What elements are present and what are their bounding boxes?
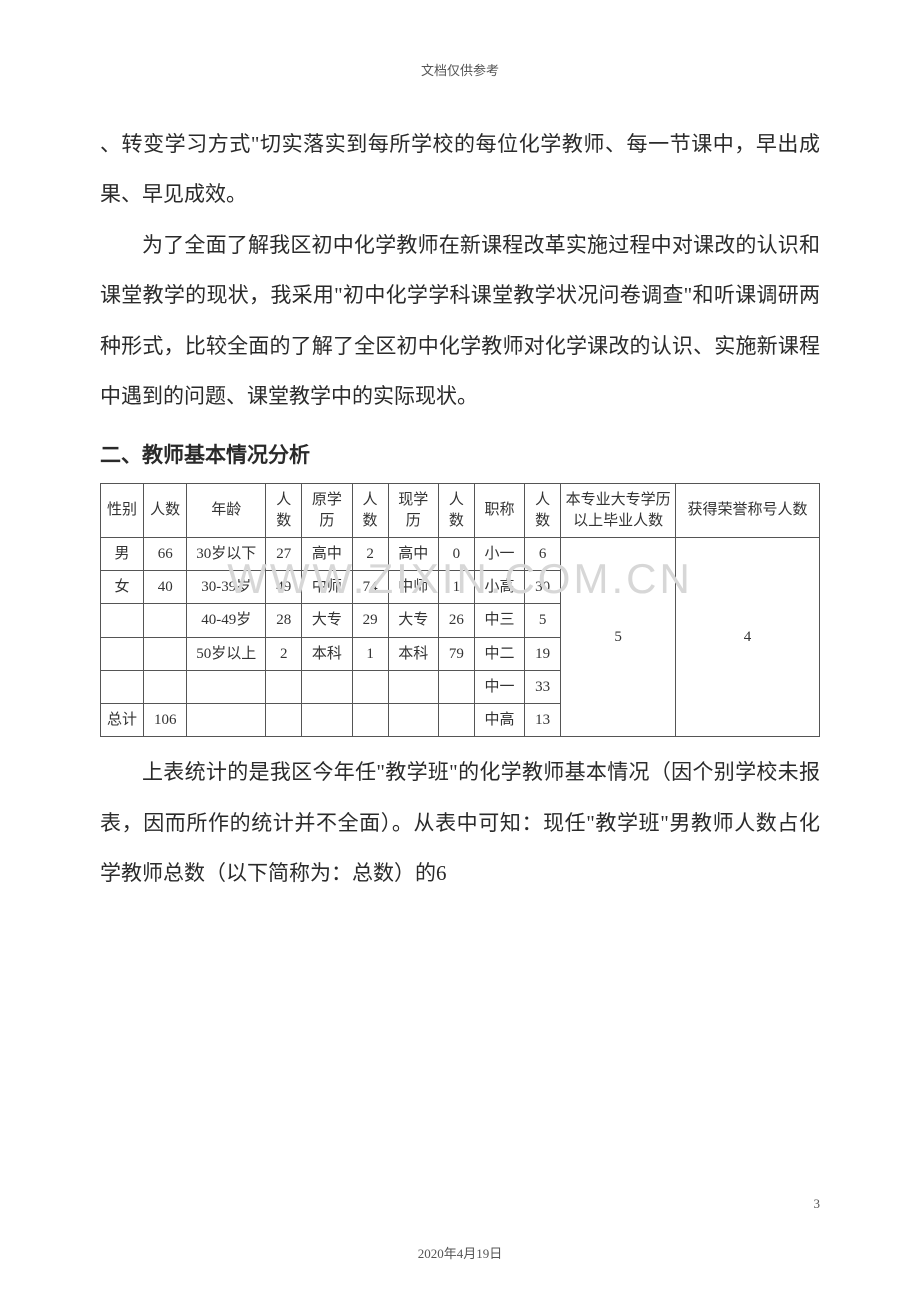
cell: 中师 [388,571,438,604]
cell [144,637,187,670]
cell [302,670,352,703]
cell [438,704,474,737]
cell [144,670,187,703]
cell [352,704,388,737]
cell [266,704,302,737]
cell [388,704,438,737]
cell: 中三 [474,604,524,637]
cell: 27 [266,537,302,570]
cell: 2 [266,637,302,670]
header-note: 文档仅供参考 [100,60,820,79]
cell: 大专 [302,604,352,637]
cell: 大专 [388,604,438,637]
th-count3: 人数 [352,484,388,538]
cell [101,604,144,637]
page-number: 3 [814,1196,821,1212]
th-honors: 获得荣誉称号人数 [676,484,820,538]
cell: 中一 [474,670,524,703]
cell: 高中 [302,537,352,570]
table-header-row: 性别 人数 年龄 人数 原学历 人数 现学历 人数 职称 人数 本专业大专学历以… [101,484,820,538]
cell [388,670,438,703]
cell: 66 [144,537,187,570]
cell: 中二 [474,637,524,670]
cell: 1 [438,571,474,604]
cell: 28 [266,604,302,637]
cell: 本科 [302,637,352,670]
cell: 女 [101,571,144,604]
cell: 本科 [388,637,438,670]
cell [438,670,474,703]
cell: 2 [352,537,388,570]
th-curr-edu: 现学历 [388,484,438,538]
cell: 6 [525,537,561,570]
th-count2: 人数 [266,484,302,538]
teacher-stats-table: 性别 人数 年龄 人数 原学历 人数 现学历 人数 职称 人数 本专业大专学历以… [100,483,820,737]
cell: 5 [525,604,561,637]
cell [302,704,352,737]
cell: 高中 [388,537,438,570]
cell: 19 [525,637,561,670]
cell [352,670,388,703]
cell: 中高 [474,704,524,737]
cell [101,670,144,703]
page-container: 文档仅供参考 、转变学习方式"切实落实到每所学校的每位化学教师、每一节课中，早出… [0,0,920,939]
cell [266,670,302,703]
cell: 0 [438,537,474,570]
cell: 40 [144,571,187,604]
cell: 26 [438,604,474,637]
footer-date: 2020年4月19日 [0,1243,920,1262]
cell-major-grad: 5 [561,537,676,737]
section-heading: 二、教师基本情况分析 [100,439,820,469]
th-count4: 人数 [438,484,474,538]
cell: 106 [144,704,187,737]
th-orig-edu: 原学历 [302,484,352,538]
cell-honors: 4 [676,537,820,737]
cell: 33 [525,670,561,703]
cell: 30 [525,571,561,604]
cell [187,670,266,703]
cell: 29 [352,604,388,637]
cell: 30岁以下 [187,537,266,570]
cell: 79 [438,637,474,670]
table-row: 男 66 30岁以下 27 高中 2 高中 0 小一 6 5 4 [101,537,820,570]
cell: 30-39岁 [187,571,266,604]
cell: 1 [352,637,388,670]
cell: 49 [266,571,302,604]
cell: 50岁以上 [187,637,266,670]
cell: 总计 [101,704,144,737]
th-age: 年龄 [187,484,266,538]
paragraph-2: 为了全面了解我区初中化学教师在新课程改革实施过程中对课改的认识和课堂教学的现状，… [100,220,820,422]
th-major-grad: 本专业大专学历以上毕业人数 [561,484,676,538]
cell [101,637,144,670]
cell: 小一 [474,537,524,570]
cell: 40-49岁 [187,604,266,637]
cell: 13 [525,704,561,737]
cell: 男 [101,537,144,570]
th-title: 职称 [474,484,524,538]
cell: 中师 [302,571,352,604]
th-count5: 人数 [525,484,561,538]
paragraph-3: 上表统计的是我区今年任"教学班"的化学教师基本情况（因个别学校未报表，因而所作的… [100,747,820,898]
th-count1: 人数 [144,484,187,538]
cell [144,604,187,637]
paragraph-1: 、转变学习方式"切实落实到每所学校的每位化学教师、每一节课中，早出成果、早见成效… [100,119,820,220]
cell [187,704,266,737]
cell: 小高 [474,571,524,604]
th-gender: 性别 [101,484,144,538]
cell: 74 [352,571,388,604]
